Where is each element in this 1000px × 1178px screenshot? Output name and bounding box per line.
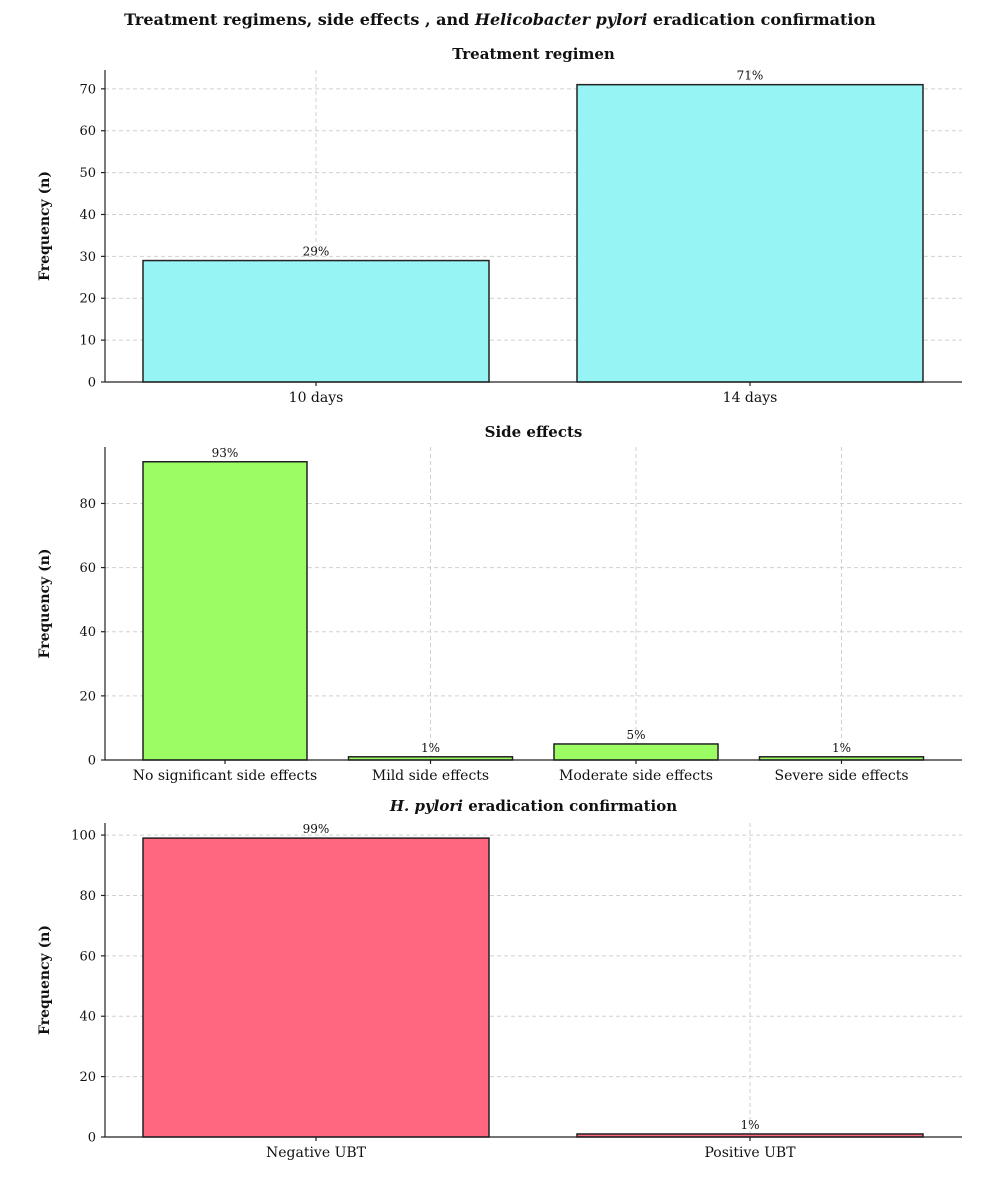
y-tick-label: 60 bbox=[79, 949, 96, 964]
y-tick-label: 60 bbox=[79, 124, 96, 139]
y-axis-label: Frequency (n) bbox=[37, 171, 53, 281]
y-tick-label: 0 bbox=[88, 754, 96, 769]
x-tick-label: Positive UBT bbox=[704, 1145, 796, 1161]
data-label: 1% bbox=[740, 1118, 759, 1132]
data-label: 99% bbox=[303, 822, 330, 836]
y-tick-label: 20 bbox=[79, 1070, 96, 1085]
data-label: 1% bbox=[421, 741, 440, 755]
bar bbox=[142, 837, 490, 1138]
figure-title: Treatment regimens, side effects , and H… bbox=[0, 10, 1000, 29]
y-axis-label: Frequency (n) bbox=[37, 549, 53, 659]
y-tick-label: 100 bbox=[71, 829, 96, 844]
y-tick-label: 40 bbox=[79, 1010, 96, 1025]
panel-title-text: Treatment regimen bbox=[452, 45, 615, 63]
bar bbox=[576, 83, 924, 383]
x-tick-label: No significant side effects bbox=[133, 768, 317, 784]
figure-title-part1: Treatment regimens, side effects , and bbox=[124, 10, 475, 29]
data-label: 93% bbox=[212, 446, 239, 460]
chart-panel-2: 93% 1% 5% 1% 0 20 40 60 80 No significant side ef… bbox=[37, 423, 962, 784]
y-tick-label: 0 bbox=[88, 376, 96, 391]
data-label: 29% bbox=[303, 245, 330, 259]
x-tick-label: Moderate side effects bbox=[559, 768, 713, 784]
x-tick-label: Negative UBT bbox=[266, 1145, 367, 1161]
y-tick-label: 20 bbox=[79, 689, 96, 704]
panel-title-rest: eradication confirmation bbox=[463, 797, 677, 815]
chart-panel-3: 99% 1% 0 20 40 60 80 100 Negative UBT Positive UB… bbox=[37, 797, 962, 1161]
panel-title-italic: H. pylori bbox=[389, 797, 463, 815]
y-tick-label: 80 bbox=[79, 889, 96, 904]
chart-panel-1: 29% 71% 0 10 20 30 40 50 60 70 10 days 14 days Frequ… bbox=[37, 45, 962, 406]
x-tick-label: 14 days bbox=[723, 390, 778, 406]
bar bbox=[142, 259, 490, 383]
data-label: 5% bbox=[626, 728, 645, 742]
panel-title: H. pylori eradication confirmation bbox=[389, 797, 677, 815]
y-tick-label: 0 bbox=[88, 1131, 96, 1146]
y-tick-label: 50 bbox=[79, 166, 96, 181]
y-tick-label: 20 bbox=[79, 292, 96, 307]
y-tick-label: 60 bbox=[79, 561, 96, 576]
y-tick-label: 70 bbox=[79, 82, 96, 97]
x-tick-label: 10 days bbox=[289, 390, 344, 406]
x-tick-label: Mild side effects bbox=[372, 768, 489, 784]
bar bbox=[142, 461, 308, 761]
panel-title: Side effects bbox=[485, 423, 583, 441]
y-tick-label: 80 bbox=[79, 497, 96, 512]
panel-title: Treatment regimen bbox=[452, 45, 615, 63]
y-tick-label: 40 bbox=[79, 625, 96, 640]
y-tick-label: 30 bbox=[79, 250, 96, 265]
y-axis-label: Frequency (n) bbox=[37, 925, 53, 1035]
y-tick-label: 10 bbox=[79, 334, 96, 349]
bar bbox=[553, 743, 719, 761]
figure-title-part2: eradication confirmation bbox=[647, 10, 876, 29]
y-tick-label: 40 bbox=[79, 208, 96, 223]
panel-title-text: Side effects bbox=[485, 423, 583, 441]
figure-title-italic: Helicobacter pylori bbox=[474, 10, 648, 29]
data-label: 71% bbox=[737, 69, 764, 83]
x-tick-label: Severe side effects bbox=[774, 768, 908, 784]
data-label: 1% bbox=[832, 741, 851, 755]
